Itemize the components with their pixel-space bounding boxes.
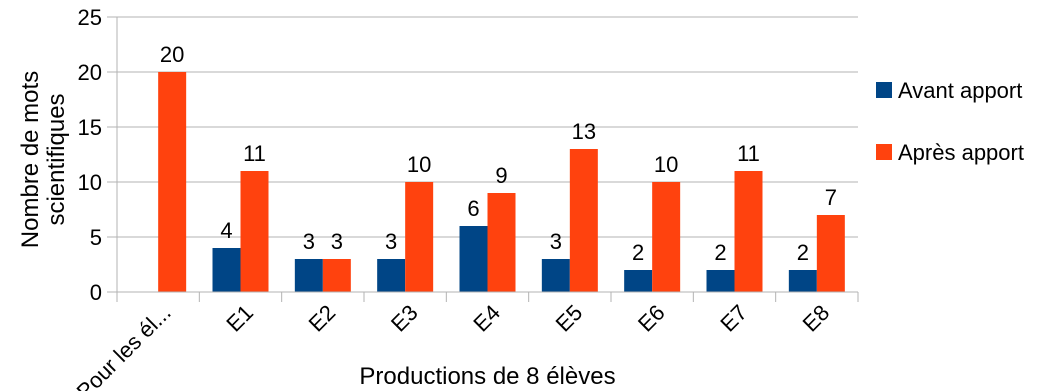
- y-tick-label: 5: [90, 225, 102, 250]
- data-label: 3: [550, 229, 562, 254]
- x-axis-title: Productions de 8 élèves: [359, 363, 615, 390]
- y-axis-title: Nombre de motsscientifiques: [17, 71, 70, 248]
- data-label: 3: [385, 229, 397, 254]
- bar-avant-E5: [541, 259, 570, 292]
- bar-apres-E7: [734, 171, 763, 292]
- bar-avant-E6: [624, 270, 653, 292]
- bar-apres-E5: [569, 149, 598, 292]
- legend-swatch: [876, 82, 892, 98]
- data-label: 3: [331, 229, 343, 254]
- bar-apres-E3: [405, 182, 434, 292]
- data-label: 11: [737, 141, 760, 166]
- y-tick-label: 10: [78, 170, 102, 195]
- legend-label: Après apport: [898, 140, 1024, 165]
- data-label: 9: [495, 163, 507, 188]
- data-label: 13: [572, 119, 596, 144]
- bar-apres-Pour les él...: [158, 72, 187, 292]
- y-tick-label: 25: [78, 5, 102, 30]
- data-label: 2: [632, 240, 644, 265]
- data-label: 7: [825, 185, 837, 210]
- legend-swatch: [876, 144, 892, 160]
- bar-apres-E4: [487, 193, 516, 292]
- data-label: 11: [243, 141, 266, 166]
- x-tick-label: E8: [798, 300, 835, 337]
- y-axis-title-line: scientifiques: [43, 93, 70, 225]
- axes-group: [116, 17, 859, 302]
- bar-apres-E6: [652, 182, 681, 292]
- data-label: 2: [797, 240, 809, 265]
- x-tick-label: E1: [221, 300, 258, 337]
- x-tick-label: E2: [304, 300, 341, 337]
- y-tick-label: 0: [90, 280, 102, 305]
- data-label: 3: [303, 229, 315, 254]
- bar-avant-E2: [294, 259, 323, 292]
- data-label: 4: [220, 218, 232, 243]
- data-label: 2: [714, 240, 726, 265]
- y-tick-label: 15: [78, 115, 102, 140]
- bars-group: [158, 72, 845, 292]
- data-label: 20: [160, 42, 184, 67]
- bar-avant-E1: [212, 248, 241, 292]
- bar-apres-E8: [816, 215, 845, 292]
- bar-avant-E3: [377, 259, 406, 292]
- data-label: 10: [407, 152, 431, 177]
- data-label: 6: [467, 196, 479, 221]
- x-tick-label: E5: [551, 300, 588, 337]
- x-tick-label: E6: [633, 300, 670, 337]
- bar-avant-E4: [459, 226, 488, 292]
- bar-apres-E1: [240, 171, 269, 292]
- bar-avant-E8: [788, 270, 817, 292]
- legend: Avant apport Après apport: [876, 78, 1024, 165]
- x-tick-label: E4: [468, 300, 505, 337]
- y-axis-title-line: Nombre de mots: [17, 71, 44, 248]
- x-tick-label: E7: [715, 300, 752, 337]
- y-tick-label: 20: [78, 60, 102, 85]
- bar-apres-E2: [322, 259, 351, 292]
- bar-avant-E7: [706, 270, 735, 292]
- data-label: 10: [654, 152, 678, 177]
- x-tick-label: E3: [386, 300, 423, 337]
- y-tick-labels: 0 5 10 15 20 25: [78, 5, 102, 305]
- legend-label: Avant apport: [898, 78, 1022, 103]
- x-tick-label: Pour les él...: [72, 300, 176, 391]
